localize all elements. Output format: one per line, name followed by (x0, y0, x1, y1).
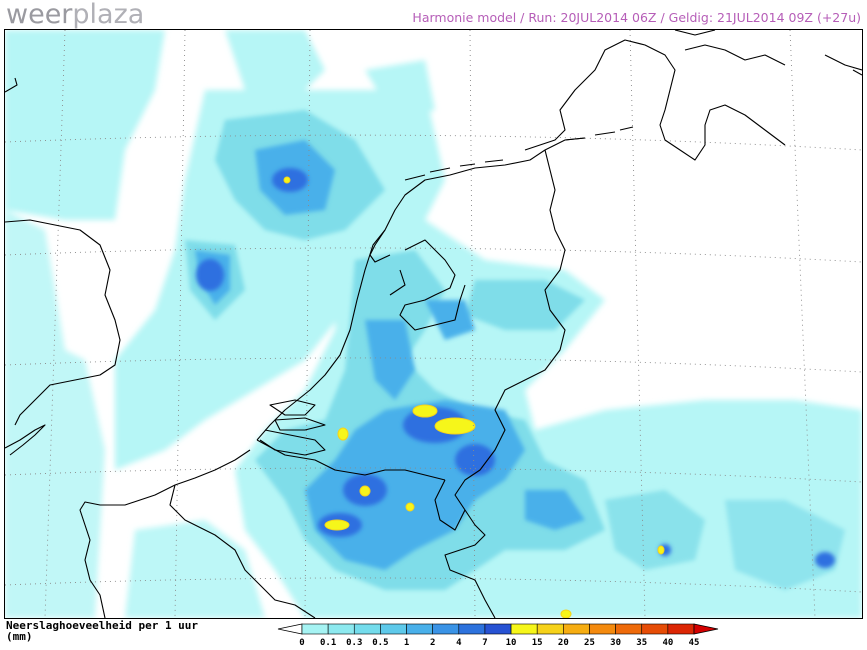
scale-tick-label: 0.5 (372, 638, 388, 648)
scale-swatch (353, 623, 381, 635)
legend-title: Neerslaghoeveelheid per 1 uur (mm) (6, 620, 198, 642)
scale-tick-label: 1 (404, 638, 409, 648)
precipitation-map[interactable] (4, 29, 863, 619)
scale-tick-label: 20 (558, 638, 569, 648)
scale-arrow-high (693, 623, 719, 635)
scale-tick-label: 0.3 (346, 638, 362, 648)
be-fr-border (79, 449, 251, 618)
scale-tick-label: 2 (430, 638, 435, 648)
scale-swatch (484, 623, 512, 635)
scale-swatch (641, 623, 669, 635)
scale-arrow-low (277, 623, 303, 635)
weerplaza-logo: weerplaza (6, 0, 144, 30)
scale-swatch (563, 623, 590, 635)
scale-swatch (458, 623, 486, 635)
scale-swatch (589, 623, 616, 635)
scale-tick-label: 25 (584, 638, 595, 648)
precip-color-scale: 0 0.1 0.3 0.5 1 2 4 7 10 15 20 25 30 35 40 45 (276, 623, 720, 650)
color-scale-svg: 0 0.1 0.3 0.5 1 2 4 7 10 15 20 25 30 35 40 45 (277, 623, 719, 648)
scale-tick-label: 35 (636, 638, 647, 648)
scale-tick-label: 0 (299, 638, 304, 648)
scale-swatch (301, 623, 329, 635)
nl-coastline (256, 137, 586, 441)
scale-tick-label: 30 (610, 638, 621, 648)
uk-south-coast (5, 424, 46, 456)
scale-tick-label: 10 (506, 638, 517, 648)
scale-swatch (432, 623, 460, 635)
uk-coastline (5, 219, 121, 426)
map-canvas (5, 30, 862, 618)
denmark-coastline (524, 39, 786, 161)
precip-extreme-layer (283, 176, 665, 618)
scale-swatch (510, 623, 538, 635)
precip-very-heavy-layer (196, 168, 835, 568)
lat-lon-grid (5, 30, 862, 618)
scale-swatch (667, 623, 695, 635)
scale-tick-label: 0.1 (320, 638, 336, 648)
scale-swatch (615, 623, 643, 635)
scale-tick-label: 40 (662, 638, 673, 648)
scale-tick-label: 7 (482, 638, 487, 648)
logo-part-plaza: plaza (72, 0, 145, 30)
scale-tick-label: 4 (456, 638, 462, 648)
scale-swatch (327, 623, 355, 635)
scale-swatch (536, 623, 564, 635)
model-run-header: Harmonie model / Run: 20JUL2014 06Z / Ge… (412, 10, 861, 25)
scale-tick-label: 45 (689, 638, 700, 648)
scale-tick-label: 15 (532, 638, 543, 648)
legend-title-line1: Neerslaghoeveelheid per 1 uur (6, 619, 199, 632)
legend-title-line2: (mm) (6, 630, 33, 643)
logo-part-weer: weer (6, 0, 73, 30)
scale-swatch (406, 623, 433, 635)
scale-swatch (380, 623, 407, 635)
coastlines-borders (5, 30, 862, 618)
